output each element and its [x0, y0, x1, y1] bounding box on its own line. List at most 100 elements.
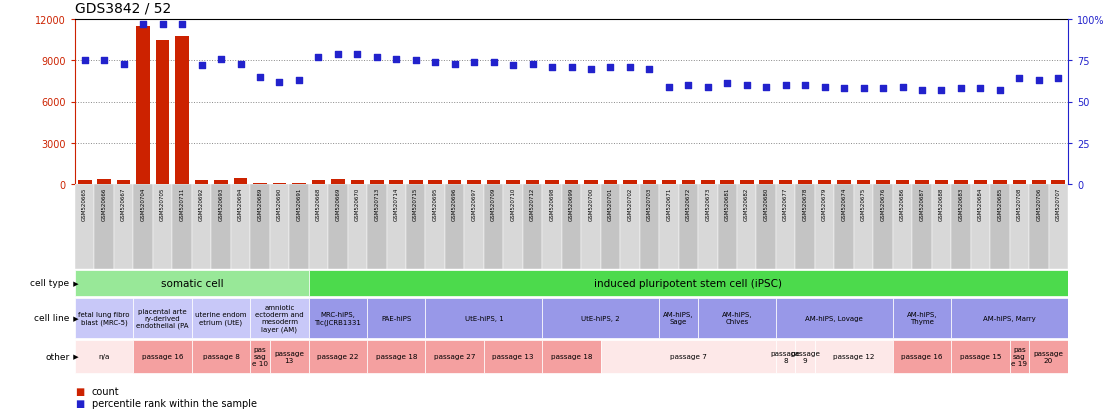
Bar [269, 185, 289, 269]
Bar [445, 185, 464, 269]
Bar [389, 181, 403, 185]
Text: GSM520715: GSM520715 [413, 187, 418, 221]
Point [913, 88, 931, 94]
Text: ■: ■ [75, 386, 84, 396]
Bar [367, 298, 425, 338]
Point [407, 58, 424, 64]
Text: GSM520676: GSM520676 [881, 187, 885, 221]
Text: induced pluripotent stem cell (iPSC): induced pluripotent stem cell (iPSC) [594, 278, 782, 288]
Bar [818, 181, 831, 185]
Bar [309, 298, 367, 338]
Point [134, 21, 152, 28]
Bar [893, 298, 951, 338]
Point [679, 83, 697, 89]
Bar [796, 185, 814, 269]
Point [952, 86, 970, 93]
Bar [698, 185, 718, 269]
Point [270, 79, 288, 86]
Text: GSM520698: GSM520698 [550, 187, 554, 221]
Text: count: count [92, 386, 120, 396]
Bar [974, 181, 987, 185]
Text: GSM520692: GSM520692 [199, 187, 204, 221]
Bar [195, 181, 208, 185]
Bar [1048, 185, 1068, 269]
Text: GSM520675: GSM520675 [861, 187, 866, 221]
Text: GSM520709: GSM520709 [491, 187, 496, 221]
Point [445, 61, 463, 68]
Text: GSM520670: GSM520670 [355, 187, 360, 221]
Text: GSM520706: GSM520706 [1036, 187, 1042, 221]
Text: passage 13: passage 13 [492, 354, 534, 360]
Bar [915, 181, 929, 185]
Text: GSM520684: GSM520684 [978, 187, 983, 221]
Text: passage
13: passage 13 [274, 350, 305, 363]
Bar [876, 181, 890, 185]
Bar [309, 270, 1068, 297]
Bar [289, 185, 309, 269]
Bar [834, 185, 854, 269]
Bar [954, 181, 967, 185]
Text: GSM520673: GSM520673 [706, 187, 710, 221]
Text: passage 7: passage 7 [670, 354, 707, 360]
Text: GSM520708: GSM520708 [1017, 187, 1022, 221]
Point [309, 55, 327, 61]
Bar [542, 298, 659, 338]
Point [368, 55, 386, 61]
Bar [331, 180, 345, 185]
Bar [912, 185, 932, 269]
Text: GSM520669: GSM520669 [336, 187, 340, 221]
Text: GSM520680: GSM520680 [763, 187, 769, 221]
Text: passage
20: passage 20 [1034, 350, 1064, 363]
Bar [643, 181, 656, 185]
Point [854, 86, 872, 93]
Text: GSM520702: GSM520702 [627, 187, 633, 221]
Bar [814, 185, 834, 269]
Point [173, 21, 191, 28]
Bar [75, 185, 94, 269]
Bar [737, 185, 757, 269]
Text: GSM520705: GSM520705 [161, 187, 165, 221]
Text: passage 27: passage 27 [434, 354, 475, 360]
Point [797, 83, 814, 89]
Bar [659, 298, 698, 338]
Point [602, 64, 619, 71]
Bar [253, 183, 267, 185]
Bar [114, 185, 133, 269]
Text: GSM520682: GSM520682 [745, 187, 749, 221]
Bar [1013, 181, 1026, 185]
Bar [779, 181, 792, 185]
Point [252, 74, 269, 81]
Text: cell line: cell line [34, 314, 70, 323]
Text: GSM520683: GSM520683 [958, 187, 964, 221]
Bar [468, 180, 481, 185]
Bar [1009, 340, 1029, 373]
Bar [799, 181, 812, 185]
Point [524, 61, 542, 68]
Bar [387, 185, 406, 269]
Text: percentile rank within the sample: percentile rank within the sample [92, 398, 257, 408]
Bar [250, 185, 269, 269]
Bar [659, 185, 678, 269]
Text: GSM520685: GSM520685 [997, 187, 1003, 221]
Bar [464, 185, 484, 269]
Point [427, 59, 444, 66]
Point [640, 66, 658, 73]
Text: pas
sag
e 19: pas sag e 19 [1012, 347, 1027, 367]
Bar [348, 185, 367, 269]
Point [933, 88, 951, 94]
Bar [486, 180, 501, 185]
Text: GSM520711: GSM520711 [179, 187, 185, 221]
Text: ▶: ▶ [71, 354, 79, 360]
Bar [78, 180, 92, 185]
Bar [429, 181, 442, 185]
Text: GSM520696: GSM520696 [452, 187, 458, 221]
Bar [273, 183, 286, 185]
Bar [116, 180, 131, 185]
Point [835, 86, 853, 93]
Text: passage 16: passage 16 [901, 354, 943, 360]
Text: GDS3842 / 52: GDS3842 / 52 [75, 2, 172, 16]
Bar [542, 185, 562, 269]
Bar [156, 40, 170, 185]
Bar [75, 298, 133, 338]
Text: GSM520687: GSM520687 [920, 187, 924, 221]
